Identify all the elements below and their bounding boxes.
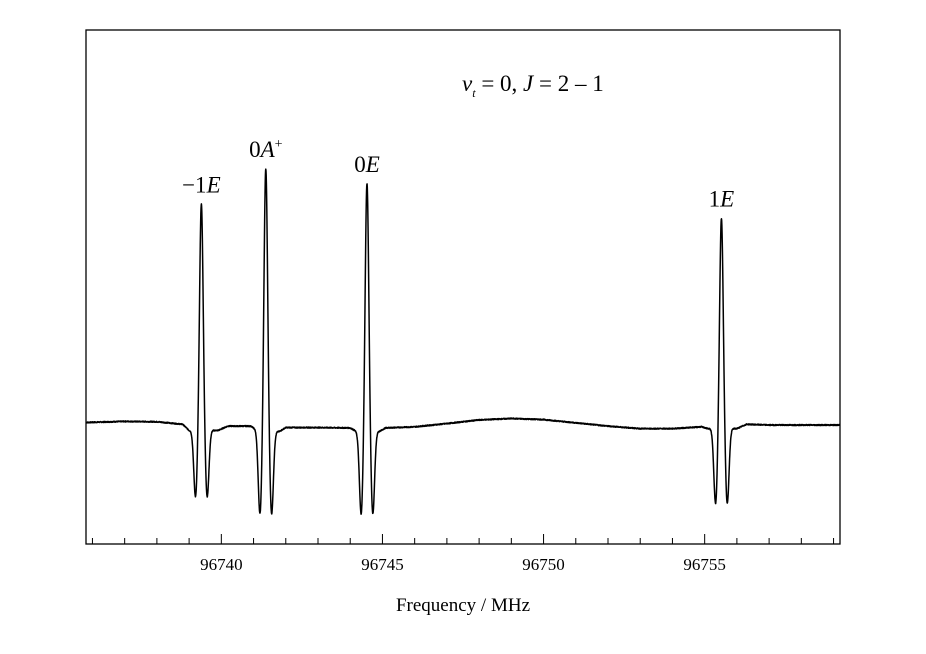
chart-title: vt = 0, J = 2 – 1 <box>462 71 604 100</box>
x-axis-ticks <box>91 534 835 544</box>
x-axis-tick-labels: 96740 96745 96750 96755 <box>200 555 726 574</box>
peak-label: 0A+ <box>249 137 283 162</box>
x-tick-label: 96755 <box>683 555 726 574</box>
x-tick-label: 96740 <box>200 555 243 574</box>
x-tick-label: 96750 <box>522 555 565 574</box>
peak-label: 1E <box>709 187 735 212</box>
x-tick-label: 96745 <box>361 555 404 574</box>
peak-labels: −1E 0A+ 0E 1E <box>182 137 734 212</box>
x-axis-label: Frequency / MHz <box>396 595 530 616</box>
spectrum-trace <box>85 168 841 515</box>
plot-frame <box>85 29 841 545</box>
peak-label: 0E <box>354 152 380 177</box>
peak-label: −1E <box>182 172 221 197</box>
